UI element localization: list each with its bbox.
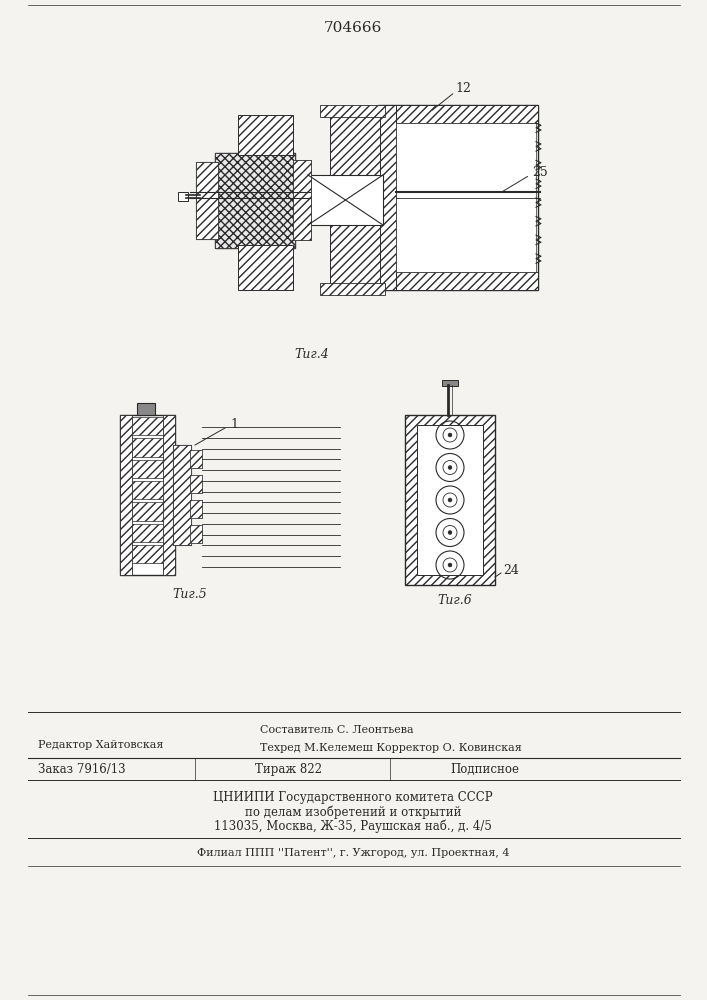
- Bar: [293, 160, 311, 240]
- Bar: [378, 105, 538, 123]
- Text: Редактор Хайтовская: Редактор Хайтовская: [38, 740, 163, 750]
- Text: 1: 1: [230, 418, 238, 432]
- Bar: [190, 500, 202, 518]
- Bar: [215, 153, 295, 248]
- Bar: [190, 525, 202, 543]
- Bar: [173, 445, 191, 545]
- Bar: [215, 153, 295, 248]
- Bar: [132, 438, 163, 457]
- Bar: [238, 245, 293, 290]
- Circle shape: [448, 563, 452, 567]
- Bar: [137, 403, 155, 415]
- Bar: [330, 225, 380, 285]
- Bar: [295, 183, 310, 218]
- Text: 25: 25: [532, 165, 548, 178]
- Bar: [190, 475, 202, 493]
- Bar: [378, 105, 538, 290]
- Bar: [178, 192, 188, 201]
- Bar: [442, 380, 458, 386]
- Bar: [396, 123, 536, 272]
- Text: Тираж 822: Тираж 822: [255, 762, 322, 776]
- Bar: [132, 502, 163, 521]
- Text: Составитель С. Леонтьева: Составитель С. Леонтьева: [260, 725, 414, 735]
- Bar: [120, 415, 132, 575]
- Bar: [132, 545, 163, 563]
- Circle shape: [448, 530, 452, 534]
- Text: Τиг.6: Τиг.6: [438, 593, 472, 606]
- Bar: [238, 115, 293, 155]
- Text: Подписное: Подписное: [450, 762, 519, 776]
- Bar: [293, 160, 311, 240]
- Circle shape: [448, 433, 452, 437]
- Bar: [190, 500, 202, 518]
- Text: Заказ 7916/13: Заказ 7916/13: [38, 762, 126, 776]
- Text: Филиал ППП ''Патент'', г. Ужгород, ул. Проектная, 4: Филиал ППП ''Патент'', г. Ужгород, ул. П…: [197, 848, 509, 858]
- Bar: [378, 105, 396, 290]
- Circle shape: [448, 466, 452, 470]
- Text: ЦНИИПИ Государственного комитета СССР: ЦНИИПИ Государственного комитета СССР: [214, 790, 493, 804]
- Bar: [132, 524, 163, 542]
- Bar: [132, 417, 163, 435]
- Bar: [163, 415, 175, 575]
- Bar: [196, 162, 218, 239]
- Text: 704666: 704666: [324, 21, 382, 35]
- Text: Техред М.Келемеш Корректор О. Ковинская: Техред М.Келемеш Корректор О. Ковинская: [260, 743, 522, 753]
- Bar: [295, 183, 310, 218]
- Text: по делам изобретений и открытий: по делам изобретений и открытий: [245, 805, 461, 819]
- Text: 24: 24: [503, 564, 519, 576]
- Bar: [320, 283, 385, 295]
- Bar: [173, 445, 191, 545]
- Text: 12: 12: [455, 82, 471, 95]
- Bar: [120, 415, 175, 575]
- Text: Τиг.5: Τиг.5: [173, 588, 207, 601]
- Text: Τиг.4: Τиг.4: [295, 349, 329, 361]
- Bar: [196, 162, 218, 239]
- Bar: [190, 475, 202, 493]
- Bar: [405, 415, 495, 585]
- Text: 113035, Москва, Ж-35, Раушская наб., д. 4/5: 113035, Москва, Ж-35, Раушская наб., д. …: [214, 819, 492, 833]
- Bar: [320, 105, 385, 117]
- Bar: [378, 272, 538, 290]
- Bar: [330, 115, 380, 175]
- Bar: [308, 175, 383, 225]
- Bar: [190, 450, 202, 468]
- Circle shape: [448, 498, 452, 502]
- Bar: [417, 425, 483, 575]
- Bar: [132, 460, 163, 478]
- Bar: [190, 525, 202, 543]
- Bar: [132, 481, 163, 499]
- Bar: [190, 450, 202, 468]
